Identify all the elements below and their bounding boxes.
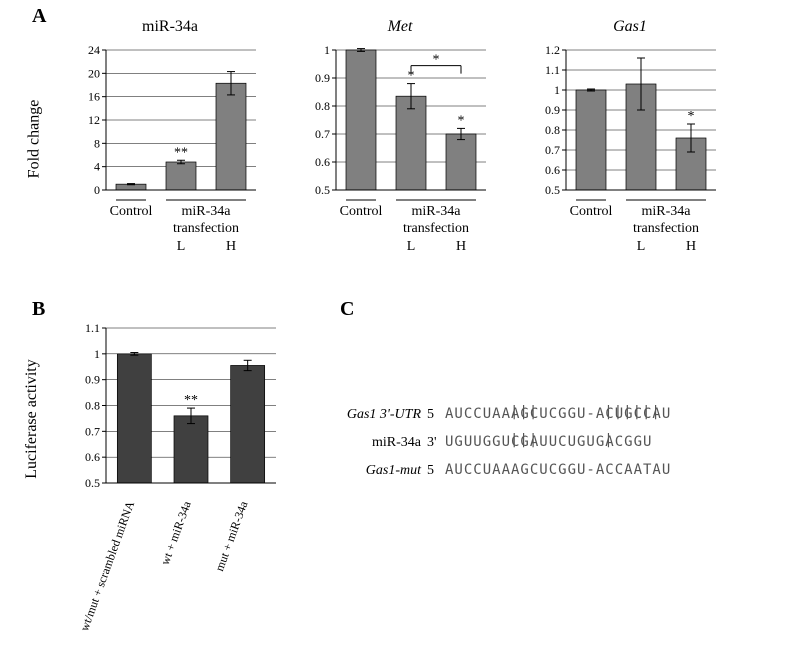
svg-text:transfection: transfection	[633, 221, 699, 236]
panel-c-label: C	[340, 298, 354, 321]
chart-a2-title: Met	[300, 18, 500, 36]
svg-text:miR-34a: miR-34a	[642, 204, 692, 219]
seq-text-2: AUCCUAAAGCUCGGU-ACCAATAU	[445, 462, 671, 478]
chart-a1-title: miR-34a	[70, 18, 270, 36]
svg-text:*: *	[688, 109, 695, 124]
svg-text:*: *	[433, 53, 440, 68]
svg-text:1: 1	[94, 347, 100, 361]
svg-text:miR-34a: miR-34a	[412, 204, 462, 219]
svg-text:0.8: 0.8	[545, 123, 560, 137]
svg-text:0.9: 0.9	[545, 103, 560, 117]
svg-text:0.8: 0.8	[85, 399, 100, 413]
svg-text:H: H	[226, 239, 236, 254]
chart-a1-svg: 0 4 8 12 16 20 24 ** Control miR-34a transfectio…	[70, 40, 270, 282]
seq-side-2: 5	[427, 463, 445, 479]
chart-a3-title: Gas1	[530, 18, 730, 36]
svg-text:mut + miR-34a: mut + miR-34a	[212, 499, 251, 573]
seq-row-gas1-mut: Gas1-mut5AUCCUAAAGCUCGGU-ACCAATAU	[330, 446, 671, 479]
chart-b-svg: 0.5 0.6 0.7 0.8 0.9 1 1.1 ** wt/mut + scramble…	[70, 318, 300, 658]
svg-text:4: 4	[94, 160, 100, 174]
svg-text:0.7: 0.7	[545, 143, 560, 157]
svg-text:L: L	[637, 239, 646, 254]
svg-text:transfection: transfection	[173, 221, 239, 236]
svg-text:wt/mut + scrambled miRNA: wt/mut + scrambled miRNA	[77, 499, 137, 633]
svg-text:0.6: 0.6	[85, 450, 100, 464]
svg-text:**: **	[174, 145, 188, 160]
svg-text:H: H	[456, 239, 466, 254]
y-axis-label-b: Luciferase activity	[23, 359, 41, 479]
svg-text:0.5: 0.5	[85, 476, 100, 490]
svg-text:Control: Control	[570, 204, 613, 219]
svg-text:0.7: 0.7	[85, 424, 100, 438]
svg-text:Control: Control	[340, 204, 383, 219]
svg-text:miR-34a: miR-34a	[182, 204, 232, 219]
svg-text:24: 24	[88, 43, 100, 57]
svg-text:12: 12	[88, 113, 100, 127]
chart-a3: Gas1 0.5 0.6 0.7 0.8 0.9 1 1.1 1.2 * Control miR…	[530, 18, 730, 282]
svg-text:0.5: 0.5	[315, 183, 330, 197]
svg-text:1: 1	[324, 43, 330, 57]
svg-text:8: 8	[94, 136, 100, 150]
svg-text:1: 1	[554, 83, 560, 97]
svg-text:H: H	[686, 239, 696, 254]
svg-text:0.6: 0.6	[545, 163, 560, 177]
svg-text:0: 0	[94, 183, 100, 197]
svg-text:0.9: 0.9	[315, 71, 330, 85]
chart-a2: Met 0.50.60.70.80.91 *** ControlmiR-34at…	[300, 18, 500, 282]
svg-text:**: **	[184, 393, 198, 408]
y-axis-label-a: Fold change	[25, 100, 43, 179]
svg-text:transfection: transfection	[403, 221, 469, 236]
svg-text:20: 20	[88, 66, 100, 80]
svg-text:0.6: 0.6	[315, 155, 330, 169]
svg-text:0.7: 0.7	[315, 127, 330, 141]
svg-text:1.1: 1.1	[545, 63, 560, 77]
svg-text:0.9: 0.9	[85, 373, 100, 387]
svg-text:wt + miR-34a: wt + miR-34a	[158, 499, 194, 567]
chart-b: 0.5 0.6 0.7 0.8 0.9 1 1.1 ** wt/mut + scramble…	[70, 318, 300, 658]
svg-text:0.5: 0.5	[545, 183, 560, 197]
chart-a3-svg: 0.5 0.6 0.7 0.8 0.9 1 1.1 1.2 * Control miR-34a t…	[530, 40, 730, 282]
svg-text:L: L	[177, 239, 186, 254]
seq-label-2: Gas1-mut	[337, 463, 427, 479]
svg-text:0.8: 0.8	[315, 99, 330, 113]
chart-a2-svg: 0.50.60.70.80.91 *** ControlmiR-34atrans…	[300, 40, 500, 282]
svg-text:*: *	[458, 113, 465, 128]
chart-a1: miR-34a 0 4 8 12 16 20 24 ** Control miR-34a tra…	[70, 18, 270, 282]
svg-text:1.1: 1.1	[85, 321, 100, 335]
svg-text:1.2: 1.2	[545, 43, 560, 57]
svg-text:Control: Control	[110, 204, 153, 219]
panel-b-label: B	[32, 298, 45, 321]
panel-a-label: A	[32, 5, 46, 28]
svg-text:16: 16	[88, 90, 100, 104]
svg-text:L: L	[407, 239, 416, 254]
